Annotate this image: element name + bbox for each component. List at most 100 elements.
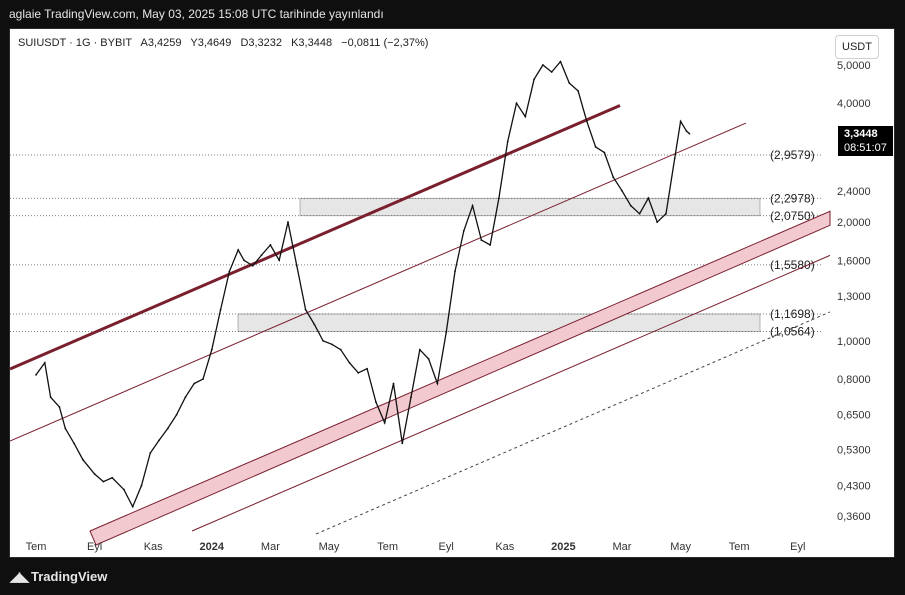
symbol-label[interactable]: SUIUSDT · 1G · BYBIT xyxy=(18,37,133,49)
price-point xyxy=(102,480,105,483)
high-value: Y3,4649 xyxy=(190,37,232,49)
price-point xyxy=(35,373,37,376)
price-point xyxy=(278,259,281,262)
low-value: D3,3232 xyxy=(240,37,283,49)
price-point xyxy=(418,348,421,351)
y-tick-label: 0,3600 xyxy=(837,511,871,523)
price-point xyxy=(638,212,641,215)
price-point xyxy=(629,204,632,207)
price-point xyxy=(533,78,535,81)
price-point xyxy=(621,189,623,192)
price-point xyxy=(49,396,52,399)
channel-mid-upper-line xyxy=(10,122,747,442)
price-point xyxy=(348,361,351,364)
price-point xyxy=(577,89,579,92)
x-tick-label: 2024 xyxy=(200,541,225,553)
price-point xyxy=(131,505,134,508)
price-point xyxy=(515,102,518,105)
x-tick-label: May xyxy=(319,541,340,553)
x-tick-label: Eyl xyxy=(439,541,454,553)
price-point xyxy=(559,60,562,63)
published-info: aglaie TradingView.com, May 03, 2025 15:… xyxy=(9,7,384,21)
price-point xyxy=(93,473,96,475)
price-point xyxy=(427,358,430,360)
price-point xyxy=(313,323,316,326)
price-point xyxy=(594,146,597,148)
y-tick-label: 1,6000 xyxy=(837,255,871,267)
x-tick-label: Eyl xyxy=(790,541,805,553)
y-tick-label: 0,6500 xyxy=(837,410,871,422)
price-point xyxy=(506,140,509,143)
ohlc-legend: SUIUSDT · 1G · BYBIT A3,4259 Y3,4649 D3,… xyxy=(18,37,434,49)
price-point xyxy=(679,120,682,123)
y-tick-label: 0,5300 xyxy=(837,445,871,457)
price-point xyxy=(43,361,46,364)
price-point xyxy=(269,244,272,246)
level-label: (1,1698) xyxy=(770,307,815,321)
price-point xyxy=(471,204,474,207)
x-tick-label: Tem xyxy=(26,541,47,553)
price-point xyxy=(392,382,395,385)
level-label: (1,0564) xyxy=(770,324,815,338)
x-tick-label: Tem xyxy=(377,541,398,553)
price-point xyxy=(158,439,160,442)
currency-button[interactable]: USDT xyxy=(835,35,879,59)
level-label: (1,5580) xyxy=(770,258,815,272)
x-tick-label: Eyl xyxy=(87,541,102,553)
x-tick-label: Tem xyxy=(729,541,750,553)
price-point xyxy=(322,339,325,342)
price-series-line xyxy=(35,60,690,509)
price-point xyxy=(184,396,187,399)
price-chart[interactable]: (2,9579) (2,2978) (2,0750) (1,5580) (1,1698)… xyxy=(10,29,896,559)
y-tick-label: 2,4000 xyxy=(837,186,871,198)
price-point xyxy=(237,249,240,251)
price-point xyxy=(541,64,544,66)
price-point xyxy=(149,452,152,454)
price-point xyxy=(111,476,114,479)
y-tick-label: 1,0000 xyxy=(837,336,871,348)
price-point xyxy=(383,421,386,424)
price-point xyxy=(498,197,500,200)
tradingview-logo-icon: ◢◣ xyxy=(10,569,29,584)
price-point xyxy=(287,221,289,223)
change-value: −0,0811 (−2,37%) xyxy=(341,37,429,49)
price-point xyxy=(357,371,360,374)
price-point xyxy=(243,259,245,262)
chart-frame[interactable]: (2,9579) (2,2978) (2,0750) (1,5580) (1,1698)… xyxy=(9,28,895,558)
price-point xyxy=(603,151,606,154)
price-point xyxy=(489,244,492,246)
price-point xyxy=(585,120,588,123)
price-point xyxy=(374,401,377,403)
x-tick-label: Kas xyxy=(144,541,163,553)
price-point xyxy=(685,130,688,133)
tradingview-brand[interactable]: ◢◣ TradingView xyxy=(10,569,107,585)
open-value: A3,4259 xyxy=(140,37,182,49)
y-tick-label: 0,4300 xyxy=(837,481,871,493)
price-point xyxy=(304,308,307,311)
x-tick-label: Kas xyxy=(495,541,514,553)
price-point xyxy=(202,378,204,381)
price-point xyxy=(193,382,196,385)
bar-countdown: 08:51:07 xyxy=(844,142,887,154)
price-point xyxy=(673,157,676,160)
price-point xyxy=(612,176,615,178)
x-tick-label: 2025 xyxy=(551,541,575,553)
level-label: (2,2978) xyxy=(770,191,815,205)
price-point xyxy=(647,197,650,200)
price-point xyxy=(58,406,61,408)
channel-dashed-line xyxy=(315,311,831,535)
price-point xyxy=(73,442,75,445)
price-point xyxy=(550,71,553,73)
price-point xyxy=(656,221,659,223)
level-label: (2,0750) xyxy=(770,209,815,223)
x-tick-label: Mar xyxy=(613,541,632,553)
last-price-tag: 3,3448 08:51:07 xyxy=(838,126,893,156)
price-point xyxy=(64,427,67,430)
channel-upper-line xyxy=(10,104,621,371)
price-point xyxy=(454,270,456,273)
price-point xyxy=(688,132,691,135)
price-point xyxy=(480,239,483,242)
price-point xyxy=(366,367,368,370)
level-label: (2,9579) xyxy=(770,148,815,162)
price-point xyxy=(81,458,84,461)
